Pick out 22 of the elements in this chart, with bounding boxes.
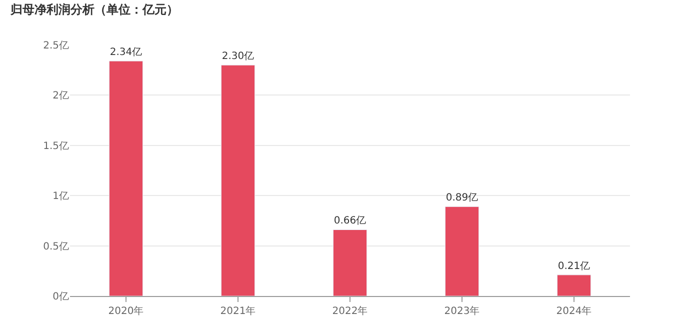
data-label: 2.30亿 bbox=[222, 51, 254, 62]
y-tick-label: 1.5亿 bbox=[43, 140, 69, 152]
chart-title: 归母净利润分析（单位：亿元） bbox=[10, 2, 178, 16]
x-tick-label: 2021年 bbox=[220, 305, 256, 317]
x-tick-label: 2022年 bbox=[332, 305, 368, 317]
y-tick-label: 1亿 bbox=[52, 191, 69, 202]
data-label: 0.21亿 bbox=[558, 260, 590, 272]
bar bbox=[556, 274, 592, 296]
bar bbox=[220, 64, 256, 296]
x-tick-label: 2024年 bbox=[556, 305, 592, 317]
bar bbox=[108, 60, 144, 296]
bar bbox=[444, 206, 480, 296]
bar bbox=[332, 229, 368, 296]
data-label: 0.89亿 bbox=[446, 192, 478, 204]
y-tick-label: 2亿 bbox=[52, 90, 69, 102]
data-label: 0.66亿 bbox=[334, 216, 366, 227]
data-label: 2.34亿 bbox=[110, 47, 142, 58]
x-tick-label: 2020年 bbox=[108, 305, 144, 317]
y-tick-label: 0.5亿 bbox=[43, 241, 69, 252]
x-tick-label: 2023年 bbox=[444, 305, 480, 317]
y-tick-label: 0亿 bbox=[52, 292, 69, 302]
y-tick-label: 2.5亿 bbox=[43, 40, 69, 52]
